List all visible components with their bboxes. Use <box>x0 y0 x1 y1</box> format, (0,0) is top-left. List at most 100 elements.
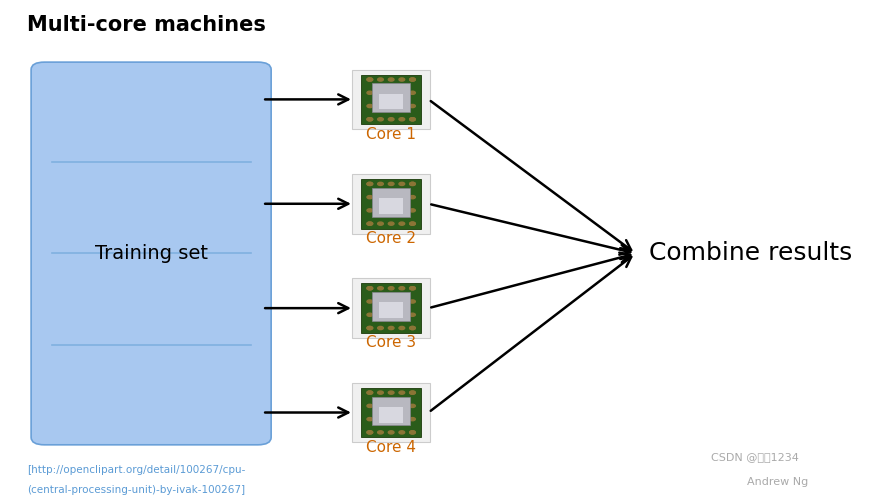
Circle shape <box>410 118 415 121</box>
FancyBboxPatch shape <box>361 388 421 437</box>
Circle shape <box>399 431 404 434</box>
Text: Core 1: Core 1 <box>366 127 416 142</box>
Circle shape <box>367 431 372 434</box>
Circle shape <box>410 313 415 317</box>
Circle shape <box>410 91 415 94</box>
Circle shape <box>367 222 372 225</box>
Circle shape <box>367 78 372 81</box>
Circle shape <box>410 300 415 303</box>
Circle shape <box>388 182 394 185</box>
Circle shape <box>367 417 372 421</box>
Circle shape <box>410 195 415 199</box>
Circle shape <box>410 222 415 225</box>
Circle shape <box>378 118 383 121</box>
Circle shape <box>410 391 415 394</box>
Circle shape <box>378 78 383 81</box>
Circle shape <box>388 222 394 225</box>
Circle shape <box>410 417 415 421</box>
Circle shape <box>367 91 372 94</box>
Circle shape <box>367 182 372 185</box>
Circle shape <box>410 404 415 408</box>
Text: Core 4: Core 4 <box>366 440 416 455</box>
Circle shape <box>410 104 415 108</box>
Circle shape <box>399 287 404 290</box>
Circle shape <box>378 222 383 225</box>
Text: Core 2: Core 2 <box>366 231 416 246</box>
Circle shape <box>367 287 372 290</box>
Circle shape <box>367 222 372 225</box>
Circle shape <box>410 431 415 434</box>
Text: Combine results: Combine results <box>649 242 853 265</box>
Circle shape <box>410 391 415 394</box>
Circle shape <box>410 287 415 290</box>
Circle shape <box>367 431 372 434</box>
Circle shape <box>367 404 372 408</box>
Circle shape <box>388 287 394 290</box>
Circle shape <box>399 182 404 185</box>
Circle shape <box>378 327 383 330</box>
Circle shape <box>367 195 372 199</box>
FancyBboxPatch shape <box>31 62 271 445</box>
FancyBboxPatch shape <box>352 70 430 129</box>
Circle shape <box>410 431 415 434</box>
Circle shape <box>378 182 383 185</box>
Circle shape <box>410 118 415 121</box>
Circle shape <box>367 327 372 330</box>
FancyBboxPatch shape <box>372 397 410 425</box>
Circle shape <box>367 104 372 108</box>
Text: Andrew Ng: Andrew Ng <box>747 477 808 487</box>
Circle shape <box>410 182 415 185</box>
Circle shape <box>367 209 372 212</box>
Circle shape <box>367 118 372 121</box>
Text: [http://openclipart.org/detail/100267/cpu-: [http://openclipart.org/detail/100267/cp… <box>27 465 245 475</box>
Circle shape <box>410 327 415 330</box>
Circle shape <box>378 391 383 394</box>
Circle shape <box>378 287 383 290</box>
Circle shape <box>367 391 372 394</box>
FancyBboxPatch shape <box>372 188 410 217</box>
FancyBboxPatch shape <box>361 75 421 124</box>
Circle shape <box>367 78 372 81</box>
Circle shape <box>410 222 415 225</box>
FancyBboxPatch shape <box>361 179 421 229</box>
Circle shape <box>399 78 404 81</box>
Circle shape <box>410 209 415 212</box>
Circle shape <box>388 391 394 394</box>
FancyBboxPatch shape <box>379 93 404 109</box>
Circle shape <box>399 118 404 121</box>
Text: Core 3: Core 3 <box>366 335 416 350</box>
Circle shape <box>388 118 394 121</box>
FancyBboxPatch shape <box>361 283 421 333</box>
Circle shape <box>399 327 404 330</box>
Circle shape <box>388 78 394 81</box>
Circle shape <box>388 431 394 434</box>
Circle shape <box>367 391 372 394</box>
Circle shape <box>399 222 404 225</box>
Circle shape <box>410 78 415 81</box>
FancyBboxPatch shape <box>372 83 410 112</box>
FancyBboxPatch shape <box>379 407 404 422</box>
FancyBboxPatch shape <box>379 198 404 214</box>
Circle shape <box>410 287 415 290</box>
FancyBboxPatch shape <box>379 302 404 318</box>
Text: Training set: Training set <box>94 244 208 263</box>
Circle shape <box>378 431 383 434</box>
FancyBboxPatch shape <box>352 383 430 442</box>
Circle shape <box>367 327 372 330</box>
Circle shape <box>367 313 372 317</box>
Text: (central-processing-unit)-by-ivak-100267]: (central-processing-unit)-by-ivak-100267… <box>27 485 244 495</box>
Circle shape <box>367 182 372 185</box>
Text: Multi-core machines: Multi-core machines <box>27 15 266 35</box>
Text: CSDN @路剷1234: CSDN @路剷1234 <box>711 452 799 462</box>
FancyBboxPatch shape <box>352 278 430 338</box>
Circle shape <box>410 327 415 330</box>
Circle shape <box>399 391 404 394</box>
Circle shape <box>388 327 394 330</box>
FancyBboxPatch shape <box>372 292 410 321</box>
Circle shape <box>410 182 415 185</box>
Circle shape <box>367 118 372 121</box>
Circle shape <box>367 287 372 290</box>
Circle shape <box>410 78 415 81</box>
Circle shape <box>367 300 372 303</box>
FancyBboxPatch shape <box>352 174 430 234</box>
